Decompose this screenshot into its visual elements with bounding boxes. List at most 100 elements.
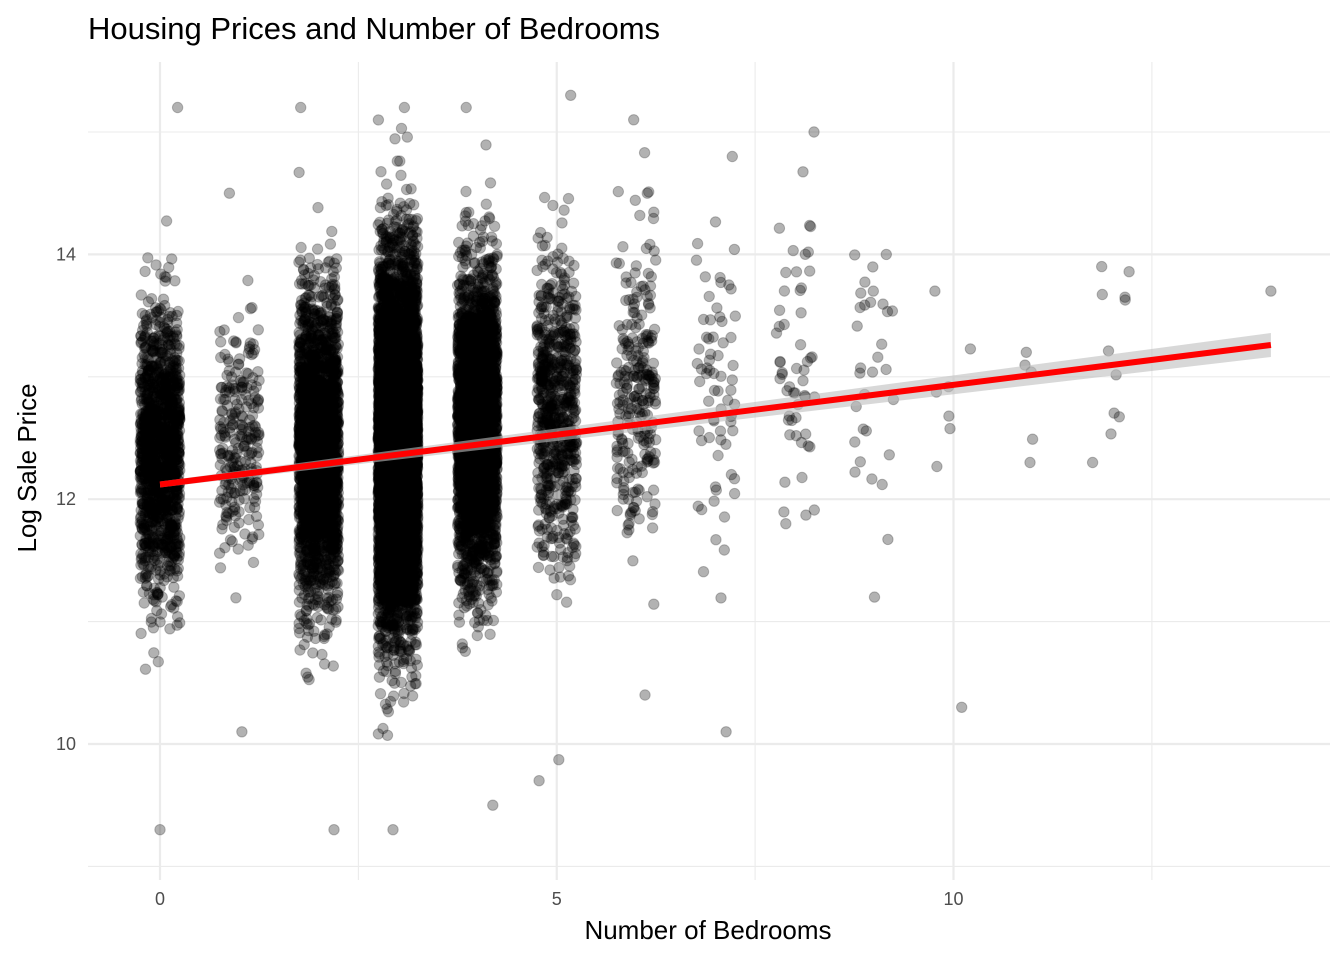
data-point	[162, 339, 175, 351]
data-point	[295, 101, 307, 114]
data-point	[148, 471, 161, 483]
data-point	[137, 548, 149, 561]
data-point	[154, 527, 167, 539]
data-point	[135, 336, 148, 348]
data-point	[150, 458, 162, 470]
data-point	[152, 465, 165, 478]
data-point	[169, 361, 182, 373]
data-point	[325, 570, 337, 583]
data-point	[169, 538, 181, 550]
data-point	[295, 241, 307, 254]
data-point	[145, 458, 158, 471]
data-point	[312, 358, 325, 371]
data-point	[169, 275, 181, 287]
data-point	[171, 570, 184, 582]
data-point	[149, 550, 161, 562]
data-point	[331, 589, 344, 601]
data-point	[140, 359, 153, 372]
data-point	[163, 451, 175, 463]
data-point	[162, 556, 175, 568]
data-point	[160, 494, 172, 506]
data-point	[174, 617, 186, 629]
data-point	[146, 311, 158, 324]
data-point	[233, 403, 245, 415]
data-point	[154, 406, 167, 418]
data-point	[136, 514, 148, 527]
data-point	[144, 490, 157, 502]
data-point	[139, 425, 152, 437]
data-point	[330, 500, 342, 512]
data-point	[248, 419, 261, 432]
data-point	[251, 476, 263, 488]
data-point	[293, 166, 305, 179]
data-point	[143, 529, 156, 541]
data-point	[152, 589, 164, 601]
data-point	[295, 274, 308, 286]
data-point	[246, 410, 259, 422]
data-point	[168, 429, 180, 441]
data-point	[298, 638, 310, 651]
data-point	[151, 504, 164, 516]
data-point	[166, 253, 178, 265]
data-point	[331, 537, 343, 549]
data-point	[148, 423, 160, 435]
data-point	[149, 429, 161, 441]
data-point	[160, 381, 173, 393]
data-point	[172, 430, 184, 442]
data-point	[141, 444, 154, 457]
data-point	[155, 459, 167, 471]
data-point	[135, 464, 147, 476]
data-point	[138, 465, 151, 478]
data-point	[299, 565, 311, 577]
data-point	[166, 599, 178, 611]
data-point	[326, 225, 338, 238]
data-point	[138, 443, 150, 455]
data-point	[213, 547, 226, 559]
data-point	[232, 543, 244, 555]
data-point	[158, 449, 171, 461]
data-point	[136, 448, 148, 460]
data-point	[154, 373, 166, 385]
data-point	[148, 406, 160, 418]
data-point	[138, 501, 150, 513]
data-point	[137, 472, 149, 484]
data-point	[138, 435, 150, 447]
data-point	[156, 494, 168, 507]
data-point	[293, 596, 306, 608]
data-point	[158, 426, 170, 439]
data-point	[164, 307, 177, 319]
data-point	[172, 385, 185, 398]
data-point	[158, 448, 171, 460]
data-point	[169, 516, 181, 528]
data-point	[312, 329, 324, 341]
data-point	[294, 346, 306, 358]
data-point	[167, 413, 179, 425]
data-point	[169, 429, 182, 442]
data-point	[173, 590, 186, 602]
data-point	[136, 522, 148, 534]
data-point	[150, 506, 162, 518]
data-point	[329, 486, 341, 498]
data-point	[162, 550, 175, 563]
data-point	[252, 366, 264, 378]
data-point	[162, 383, 174, 395]
data-point	[146, 524, 158, 536]
data-point	[322, 256, 334, 268]
data-point	[173, 382, 185, 394]
data-point	[168, 376, 181, 388]
data-point	[171, 324, 183, 336]
data-point	[141, 419, 153, 432]
data-point	[229, 366, 242, 378]
data-point	[307, 647, 319, 659]
data-point	[244, 302, 257, 315]
data-point	[135, 627, 147, 640]
data-point	[164, 500, 176, 512]
data-point	[146, 529, 158, 542]
data-point	[160, 380, 172, 392]
data-point	[156, 539, 169, 551]
data-point	[168, 355, 181, 368]
data-point	[140, 420, 152, 432]
data-point	[137, 586, 150, 598]
data-point	[169, 454, 181, 466]
